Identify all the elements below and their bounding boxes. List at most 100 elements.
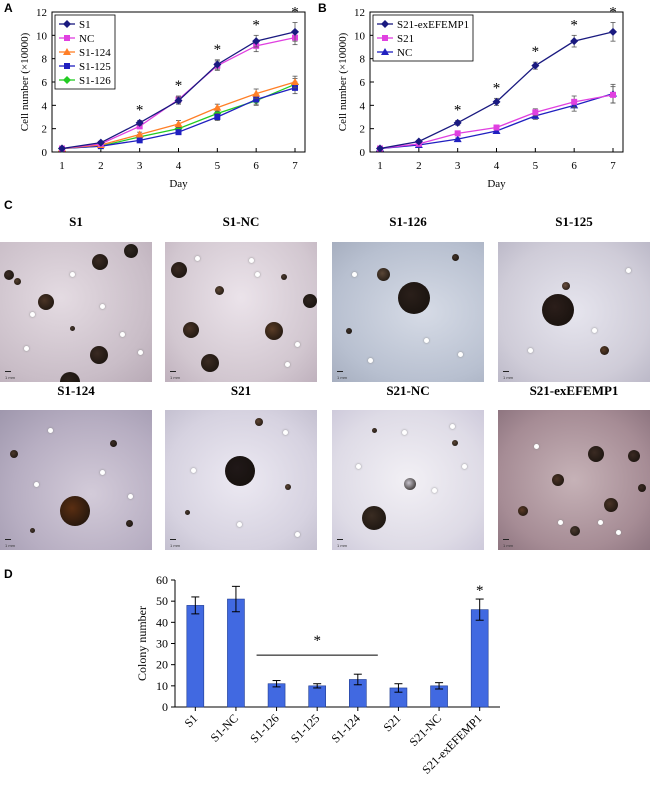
- significance-star: *: [493, 80, 501, 96]
- y-axis-label: Cell number (×10000): [19, 32, 31, 131]
- scale-bar-label: 1 mm: [503, 375, 513, 380]
- colony: [265, 322, 283, 340]
- y-tick-label: 0: [360, 147, 366, 159]
- colony-photo: 1 mm: [332, 410, 484, 550]
- colony: [4, 270, 14, 280]
- data-point: [492, 97, 501, 106]
- bar: [186, 605, 205, 708]
- significance-star: *: [476, 583, 484, 599]
- legend-marker: [64, 63, 70, 69]
- legend-marker: [63, 48, 71, 55]
- single-cell: [48, 428, 53, 433]
- single-cell: [424, 338, 429, 343]
- significance-star: *: [252, 17, 260, 33]
- series-S21-exEFEMP1: [376, 22, 617, 153]
- colony: [124, 244, 138, 258]
- colony: [90, 346, 108, 364]
- data-point: [376, 144, 384, 153]
- scale-bar-label: 1 mm: [337, 543, 347, 548]
- single-cell: [462, 464, 467, 469]
- x-tick-label: S1-125: [288, 711, 322, 745]
- colony: [38, 294, 54, 310]
- colony: [60, 496, 90, 526]
- scale-bar: [503, 539, 509, 540]
- scale-bar-label: 1 mm: [170, 543, 180, 548]
- legend-marker: [64, 35, 70, 41]
- data-point: [58, 144, 66, 153]
- x-tick-label: 1: [59, 160, 65, 172]
- legend: S1 NC S1-124 S1-125 S1-126: [54, 14, 116, 90]
- bar: [227, 598, 245, 708]
- single-cell: [458, 352, 463, 357]
- y-tick-label: 12: [354, 7, 365, 19]
- x-tick-label: S1-NC: [208, 711, 241, 744]
- colony: [346, 328, 352, 334]
- scale-bar: [5, 539, 11, 540]
- data-point: [610, 91, 616, 98]
- colony: [185, 510, 190, 515]
- scale-bar: [337, 539, 343, 540]
- y-tick-label: 10: [156, 679, 168, 693]
- legend-label: NC: [397, 47, 412, 59]
- series-S1: [58, 22, 299, 153]
- single-cell: [295, 532, 300, 537]
- data-point: [493, 124, 500, 131]
- single-cell: [128, 494, 133, 499]
- colony-photo: 1 mm: [165, 410, 317, 550]
- y-tick-label: 8: [42, 54, 48, 66]
- y-tick-label: 0: [162, 700, 168, 714]
- x-tick-label: 3: [137, 160, 143, 172]
- y-axis-label: Colony number: [135, 606, 149, 681]
- x-tick-label: 4: [494, 160, 500, 172]
- legend-label: S1-124: [79, 47, 111, 59]
- legend-label: NC: [79, 33, 94, 45]
- data-point: [96, 138, 105, 147]
- significance-star: *: [609, 5, 617, 21]
- legend: S21-exEFEMP1 S21 NC: [372, 14, 474, 62]
- legend-marker: [381, 20, 389, 28]
- x-tick-label: 4: [176, 160, 182, 172]
- single-cell: [616, 530, 621, 535]
- colony: [398, 282, 430, 314]
- legend-marker: [382, 35, 388, 41]
- y-tick-label: 4: [360, 100, 366, 112]
- colony: [303, 294, 317, 308]
- colony: [14, 278, 21, 285]
- photo-title: S21-NC: [386, 383, 430, 398]
- legend-label: S21: [397, 33, 414, 45]
- colony: [452, 254, 459, 261]
- legend-marker: [63, 76, 71, 84]
- photo-title: S21: [230, 383, 252, 398]
- single-cell: [249, 258, 254, 263]
- data-point: [291, 78, 299, 85]
- single-cell: [30, 312, 35, 317]
- single-cell: [237, 522, 242, 527]
- colony: [255, 418, 263, 426]
- single-cell: [450, 424, 455, 429]
- colony: [638, 484, 646, 492]
- x-tick-label: 5: [215, 160, 221, 172]
- data-point: [532, 109, 539, 116]
- significance-star: *: [570, 17, 578, 33]
- y-tick-label: 8: [360, 54, 366, 66]
- legend-marker: [381, 48, 389, 55]
- panel-label-c: C: [4, 198, 13, 212]
- photo-title: S1-126: [389, 214, 427, 229]
- data-point: [291, 27, 299, 36]
- scale-bar: [5, 371, 11, 372]
- scale-bar: [503, 371, 509, 372]
- photo-title: S1-125: [555, 214, 593, 229]
- x-tick-label: 7: [292, 160, 298, 172]
- single-cell: [432, 488, 437, 493]
- scale-bar: [337, 371, 343, 372]
- significance-star: *: [454, 103, 462, 119]
- single-cell: [368, 358, 373, 363]
- significance-star: *: [136, 103, 144, 119]
- colony-photo: 1 mm: [165, 242, 317, 382]
- legend-label: S1: [79, 19, 91, 31]
- data-point: [136, 137, 143, 144]
- single-cell: [402, 430, 407, 435]
- single-cell: [528, 348, 533, 353]
- colony: [570, 526, 580, 536]
